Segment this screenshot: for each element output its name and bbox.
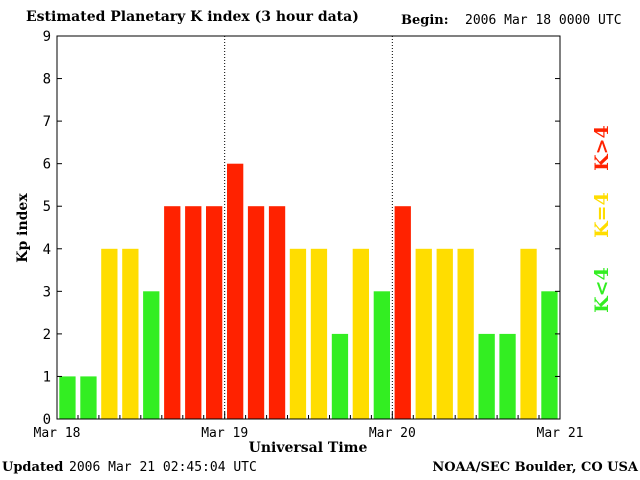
bars-group bbox=[59, 163, 558, 419]
kp-bar bbox=[143, 291, 160, 419]
x-axis-title: Universal Time bbox=[249, 440, 368, 456]
kp-bar bbox=[268, 206, 286, 419]
x-tick-label: Mar 19 bbox=[201, 426, 248, 441]
kp-bar bbox=[457, 248, 474, 419]
y-tick-label: 5 bbox=[43, 199, 51, 215]
kp-bar bbox=[122, 248, 139, 419]
y-tick-label: 1 bbox=[43, 369, 51, 385]
y-tick-label: 4 bbox=[43, 242, 51, 258]
y-tick-label: 8 bbox=[43, 72, 51, 88]
kp-bar bbox=[373, 291, 390, 419]
kp-bar bbox=[227, 163, 244, 419]
legend-above4: K>4 bbox=[591, 125, 613, 171]
x-tick-label: Mar 18 bbox=[34, 426, 81, 441]
y-tick-label: 9 bbox=[43, 29, 51, 45]
kp-bar bbox=[436, 248, 453, 419]
kp-bar bbox=[541, 291, 558, 419]
y-axis-title: Kp index bbox=[15, 193, 31, 263]
kp-bar bbox=[520, 248, 537, 419]
kp-bar bbox=[185, 206, 202, 419]
kp-bar bbox=[394, 206, 411, 419]
updated-value: 2006 Mar 21 02:45:04 UTC bbox=[69, 460, 257, 475]
updated-label: Updated bbox=[2, 460, 64, 475]
x-axis-ticks: Mar 18 Mar 19 Mar 20 Mar 21 bbox=[34, 412, 584, 441]
y-tick-label: 7 bbox=[43, 114, 51, 130]
x-tick-label: Mar 21 bbox=[537, 426, 584, 441]
day-separators bbox=[224, 36, 393, 419]
kp-bar bbox=[331, 333, 349, 419]
kp-bar bbox=[478, 333, 495, 419]
kp-bar bbox=[352, 248, 369, 419]
kp-bar bbox=[499, 333, 516, 419]
y-axis-ticks: 0 1 2 3 4 5 6 7 8 9 bbox=[43, 29, 560, 428]
y-tick-label: 3 bbox=[43, 284, 51, 300]
begin-label: Begin: bbox=[401, 13, 449, 28]
legend-below4: K<4 bbox=[591, 267, 613, 313]
kp-bar bbox=[415, 248, 432, 419]
chart-title: Estimated Planetary K index (3 hour data… bbox=[26, 9, 359, 25]
credit-label: NOAA/SEC Boulder, CO USA bbox=[432, 460, 638, 475]
begin-value: 2006 Mar 18 0000 UTC bbox=[465, 13, 622, 28]
y-tick-label: 2 bbox=[43, 327, 51, 343]
kp-bar bbox=[289, 248, 307, 419]
kp-bar bbox=[80, 376, 97, 419]
kp-bar bbox=[247, 206, 265, 419]
kp-bar bbox=[206, 206, 223, 419]
x-tick-label: Mar 20 bbox=[369, 426, 416, 441]
y-tick-label: 6 bbox=[43, 157, 51, 173]
y-tick-label: 0 bbox=[43, 412, 51, 428]
kp-bar bbox=[59, 376, 76, 419]
kp-bar bbox=[164, 206, 181, 419]
kp-bar bbox=[310, 248, 328, 419]
kp-bar bbox=[101, 248, 118, 419]
legend-equal4: K=4 bbox=[591, 192, 613, 238]
